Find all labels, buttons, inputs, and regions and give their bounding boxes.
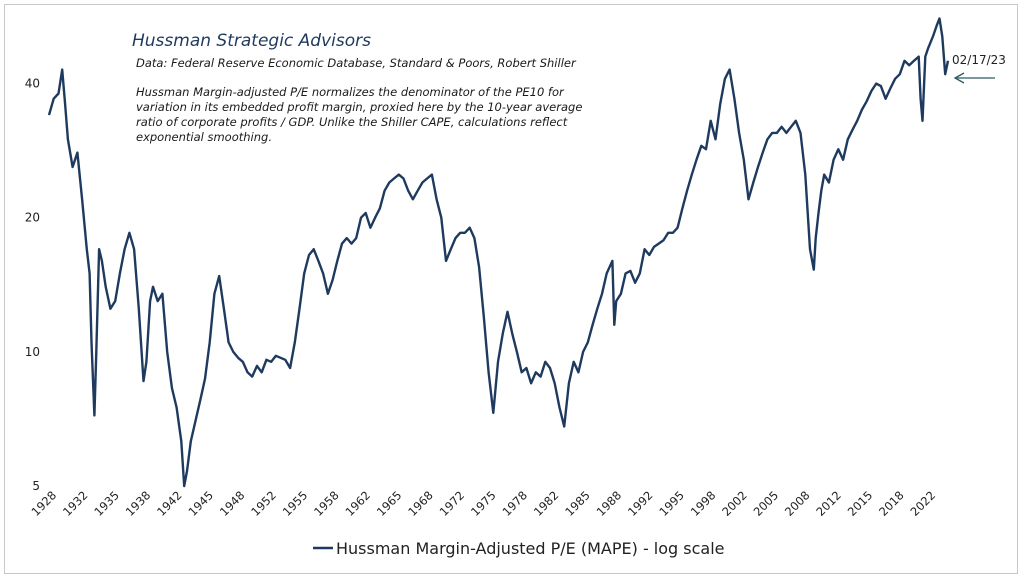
x-tick-label: 2005 — [751, 488, 782, 519]
x-tick-label: 1968 — [405, 488, 436, 519]
x-tick-label: 1952 — [248, 488, 279, 519]
x-tick-label: 1982 — [531, 488, 562, 519]
date-annotation: 02/17/23 — [952, 53, 1006, 67]
x-tick-label: 2018 — [876, 488, 907, 519]
y-tick-label: 5 — [32, 479, 40, 493]
x-tick-label: 1995 — [656, 488, 687, 519]
x-axis: 1928 1932 1935 1938 1942 1945 1948 1952 1955 1958… — [29, 488, 939, 519]
x-tick-label: 1998 — [688, 488, 719, 519]
x-tick-label: 1988 — [594, 488, 625, 519]
mape-series-line — [47, 17, 950, 488]
x-tick-label: 1955 — [280, 488, 311, 519]
x-tick-label: 1945 — [185, 488, 216, 519]
x-tick-label: 1958 — [311, 488, 342, 519]
x-tick-label: 1948 — [217, 488, 248, 519]
y-axis: 5 10 20 40 — [25, 77, 40, 493]
x-tick-label: 2012 — [813, 488, 844, 519]
x-tick-label: 1965 — [374, 488, 405, 519]
x-tick-label: 1985 — [562, 488, 593, 519]
y-tick-label: 20 — [25, 211, 40, 225]
x-tick-label: 1942 — [154, 488, 185, 519]
note-line-2: variation in its embedded profit margin,… — [136, 100, 582, 114]
x-tick-label: 1978 — [499, 488, 530, 519]
note-line-4: exponential smoothing. — [136, 130, 272, 144]
x-tick-label: 2015 — [845, 488, 876, 519]
note-line-1: Hussman Margin-adjusted P/E normalizes t… — [136, 85, 565, 99]
x-tick-label: 1938 — [123, 488, 154, 519]
x-tick-label: 2002 — [719, 488, 750, 519]
legend-label: Hussman Margin-Adjusted P/E (MAPE) - log… — [336, 539, 725, 558]
y-tick-label: 40 — [25, 77, 40, 91]
x-tick-label: 1935 — [91, 488, 122, 519]
x-tick-label: 1932 — [60, 488, 91, 519]
x-tick-label: 2022 — [908, 488, 939, 519]
x-tick-label: 1962 — [342, 488, 373, 519]
x-tick-label: 1975 — [468, 488, 499, 519]
note-line-3: ratio of corporate profits / GDP. Unlike… — [136, 115, 568, 129]
chart-source: Data: Federal Reserve Economic Database,… — [136, 56, 577, 70]
x-tick-label: 2008 — [782, 488, 813, 519]
chart-title: Hussman Strategic Advisors — [132, 31, 371, 51]
chart-frame — [4, 4, 1018, 574]
plot-area — [47, 17, 950, 488]
x-tick-label: 1972 — [437, 488, 468, 519]
x-tick-label: 1992 — [625, 488, 656, 519]
annotation-arrow — [953, 72, 995, 84]
y-tick-label: 10 — [25, 345, 40, 359]
